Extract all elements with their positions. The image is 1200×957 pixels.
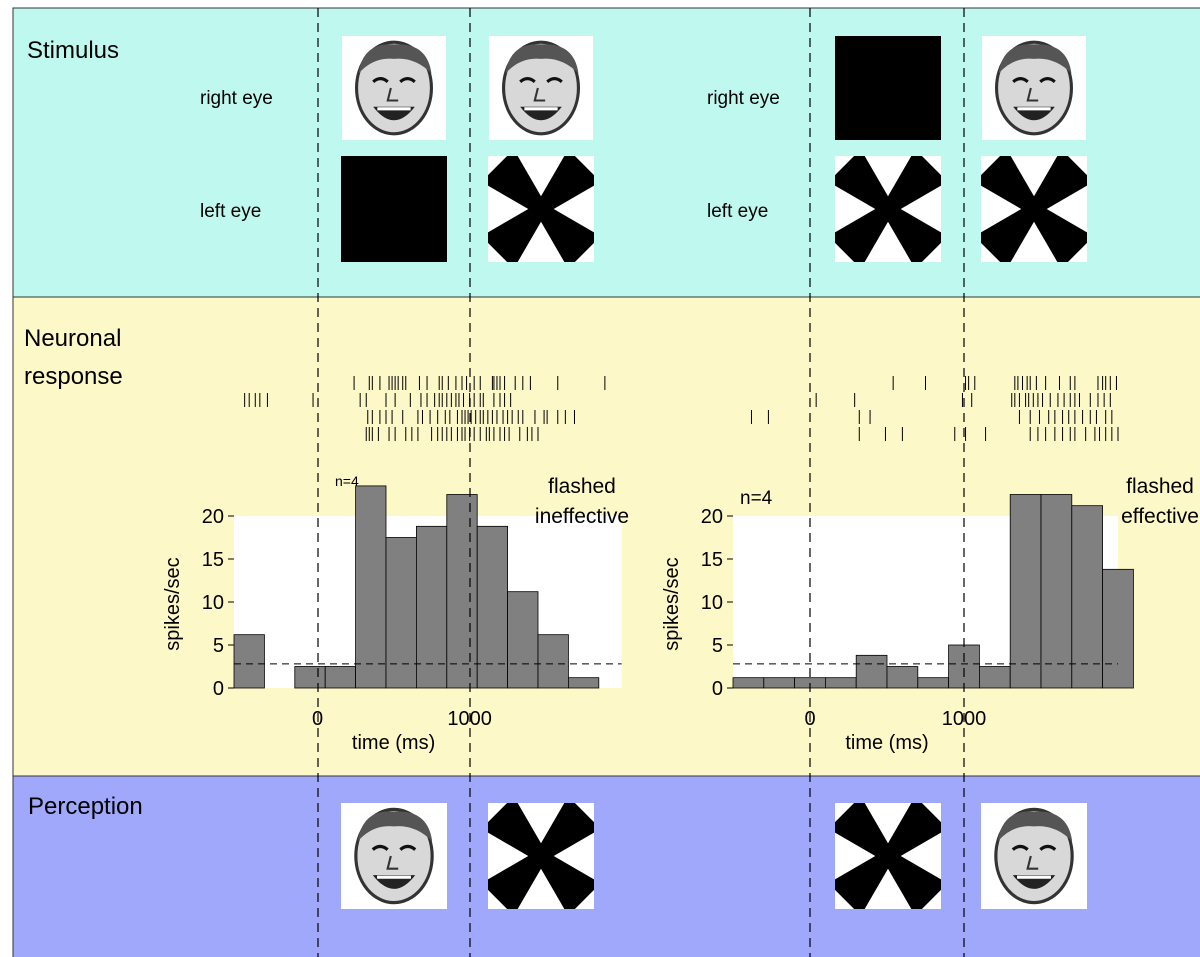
y-axis-label: spikes/sec <box>162 557 184 650</box>
bar <box>1010 495 1041 689</box>
panel-title: Neuronal <box>24 325 121 352</box>
bar <box>325 667 355 689</box>
y-tick-label: 15 <box>202 549 224 571</box>
eye-label: right eye <box>200 88 273 109</box>
face-image <box>982 36 1086 140</box>
pattern-image <box>488 156 594 262</box>
eye-label: left eye <box>200 201 261 222</box>
y-tick-label: 5 <box>213 635 224 657</box>
y-tick-label: 15 <box>701 549 723 571</box>
note: effective <box>1121 505 1199 528</box>
eye-label: right eye <box>707 88 780 109</box>
bar <box>764 678 795 688</box>
note: ineffective <box>535 505 629 528</box>
face-image <box>489 36 593 140</box>
bar <box>887 667 918 689</box>
bar <box>386 538 416 689</box>
note: flashed <box>548 475 616 498</box>
bar <box>979 667 1010 689</box>
y-tick-label: 5 <box>712 635 723 657</box>
annotation: n=4 <box>335 473 359 489</box>
bar <box>538 635 568 688</box>
pattern-image <box>835 156 941 262</box>
y-tick-label: 20 <box>701 506 723 528</box>
bar <box>234 635 264 688</box>
y-axis-label: spikes/sec <box>661 557 683 650</box>
y-tick-label: 0 <box>712 678 723 700</box>
x-axis-label: time (ms) <box>845 732 928 754</box>
bar <box>295 667 325 689</box>
bar <box>918 678 949 688</box>
bar <box>356 486 386 688</box>
face-image <box>342 36 446 140</box>
bar <box>1103 569 1134 688</box>
blank-image <box>835 36 941 140</box>
panel-title: Perception <box>28 793 143 820</box>
panel-title: response <box>24 363 123 390</box>
note: flashed <box>1126 475 1194 498</box>
bar <box>825 678 856 688</box>
pattern-image <box>835 803 941 909</box>
y-tick-label: 10 <box>202 592 224 614</box>
eye-label: left eye <box>707 201 768 222</box>
y-tick-label: 20 <box>202 506 224 528</box>
panel-title: Stimulus <box>27 37 119 64</box>
pattern-image <box>488 803 594 909</box>
bar <box>447 495 477 689</box>
bar <box>1041 495 1072 689</box>
bar <box>508 592 538 688</box>
bar <box>733 678 764 688</box>
bar <box>1072 506 1103 688</box>
y-tick-label: 0 <box>213 678 224 700</box>
blank-image <box>341 156 447 262</box>
bar <box>568 678 598 688</box>
face-image <box>341 803 447 909</box>
x-axis-label: time (ms) <box>352 732 435 754</box>
annotation: n=4 <box>740 488 773 509</box>
face-image <box>981 803 1087 909</box>
pattern-image <box>981 156 1087 262</box>
bar <box>949 645 980 688</box>
figure: Stimulus Neuronal response Perception ri… <box>0 0 1200 957</box>
y-tick-label: 10 <box>701 592 723 614</box>
bar <box>856 655 887 688</box>
